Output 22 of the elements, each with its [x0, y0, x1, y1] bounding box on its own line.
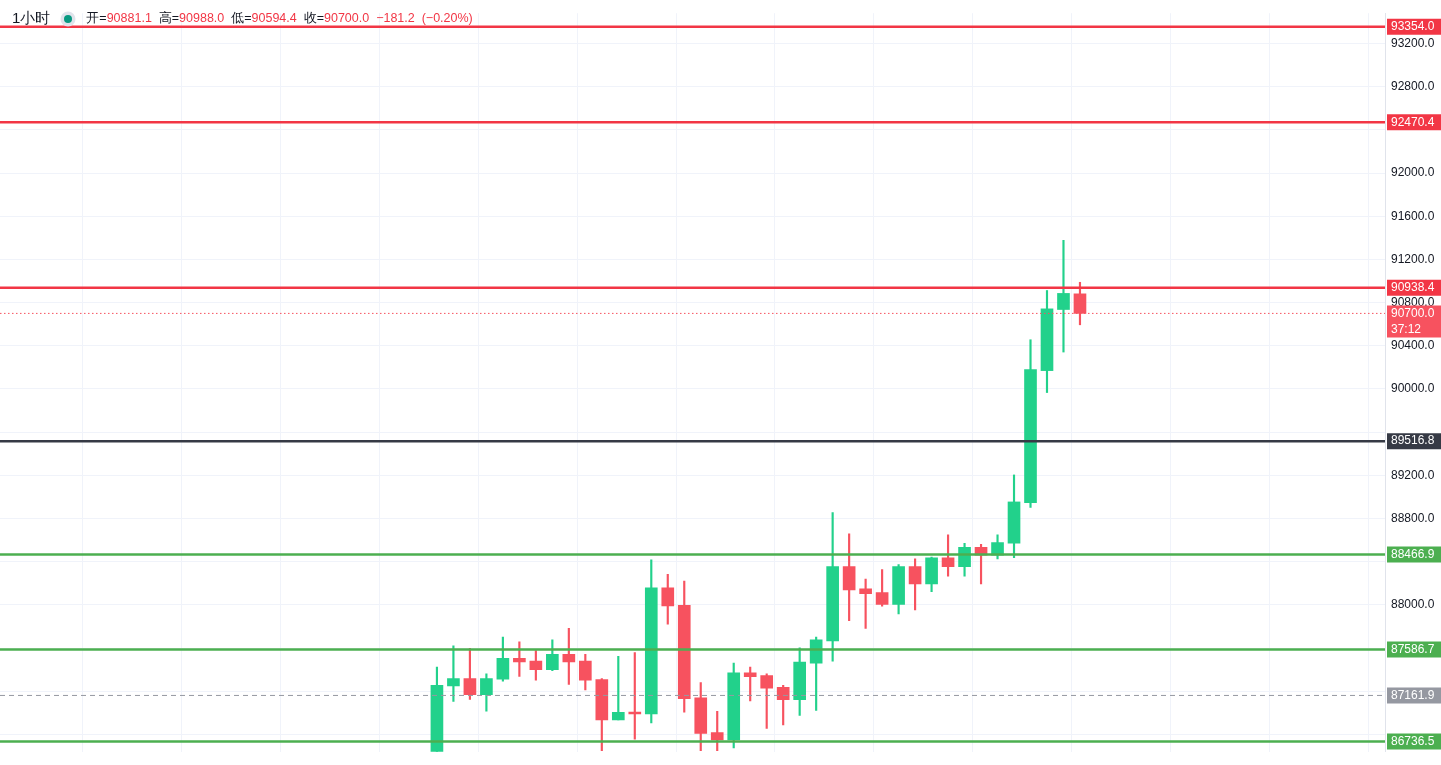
- y-tick-label: 92000.0: [1391, 165, 1435, 180]
- chart-title: 1小时: [12, 9, 51, 28]
- y-tick-label: 91600.0: [1391, 208, 1435, 223]
- ref-line-label: 87161.9: [1391, 687, 1435, 702]
- ref-line-label: 89516.8: [1391, 433, 1435, 448]
- candlestick: [1057, 240, 1070, 353]
- ref-line-label: 86736.5: [1391, 733, 1435, 748]
- ref-line-label: 87586.7: [1391, 641, 1435, 656]
- ref-line-label: 93354.0: [1391, 19, 1435, 34]
- ref-line-label: 90938.4: [1391, 279, 1435, 294]
- ref-line-label: 88466.9: [1391, 546, 1435, 561]
- y-tick-label: 91200.0: [1391, 251, 1435, 266]
- y-tick-label: 90400.0: [1391, 338, 1435, 353]
- ref-line-label: 92470.4: [1391, 114, 1435, 129]
- y-tick-label: 90000.0: [1391, 381, 1435, 396]
- y-tick-label: 88000.0: [1391, 597, 1435, 612]
- text: 开=90881.1 高=90988.0 低=90594.4 收=90700.0 −181.2 (−0.20%): [86, 11, 473, 25]
- y-tick-label: 88800.0: [1391, 510, 1435, 525]
- y-tick-label: 92800.0: [1391, 78, 1435, 93]
- y-tick-label: 93200.0: [1391, 35, 1435, 50]
- candlestick: [447, 645, 460, 702]
- y-tick-label: 89200.0: [1391, 467, 1435, 482]
